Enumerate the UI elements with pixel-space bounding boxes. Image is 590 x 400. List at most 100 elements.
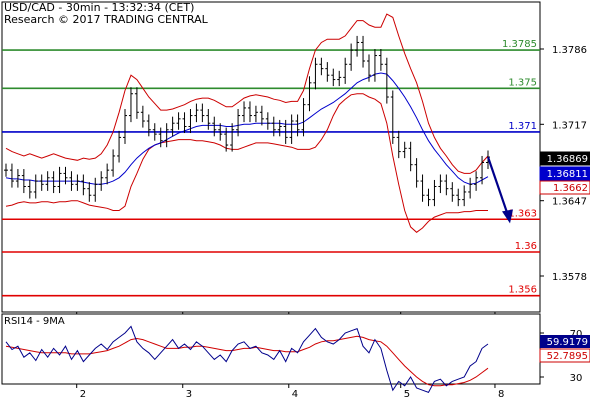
forecast-arrow-line <box>486 156 510 216</box>
price-bar <box>426 188 431 207</box>
price-bar <box>230 123 235 152</box>
price-bar <box>33 174 38 199</box>
price-bar <box>378 49 383 71</box>
price-bar <box>140 105 145 128</box>
price-bar <box>372 49 377 82</box>
price-bar <box>289 114 294 144</box>
price-bar <box>200 103 205 123</box>
rsi-tick-label-0: 70 <box>570 329 583 340</box>
x-tick-label-0: 2 <box>80 389 86 400</box>
price-bar <box>319 57 324 76</box>
price-bar <box>283 119 288 144</box>
price-bar <box>325 62 330 82</box>
bollinger-band-2 <box>5 93 488 233</box>
price-bar <box>27 179 32 199</box>
price-bar <box>331 68 336 87</box>
price-bar <box>111 149 116 177</box>
level-label-0: 1.3785 <box>502 39 537 50</box>
price-bar <box>87 182 92 202</box>
level-label-5: 1.356 <box>508 285 537 296</box>
x-tick-label-1: 3 <box>186 389 192 400</box>
price-bar <box>414 158 419 188</box>
price-bar <box>152 123 157 141</box>
price-bar <box>123 109 128 144</box>
price-bar <box>51 171 56 194</box>
price-bar <box>93 177 98 202</box>
price-bar <box>361 35 366 68</box>
price-bar <box>170 116 175 137</box>
price-bar <box>247 101 252 123</box>
price-bar <box>105 163 110 185</box>
level-label-2: 1.371 <box>508 121 537 132</box>
price-bar <box>420 174 425 202</box>
rsi-title: RSI14 - 9MA <box>4 316 65 327</box>
rsi-value-label: 59.9179 <box>547 337 588 348</box>
price-bar <box>236 109 241 137</box>
rsi-panel-frame <box>1 313 541 385</box>
level-label-4: 1.36 <box>515 241 537 252</box>
price-bar <box>408 141 413 172</box>
price-tag-box <box>539 151 590 166</box>
price-bar <box>146 114 151 137</box>
price-bar <box>277 119 282 137</box>
rsi-line <box>5 325 489 394</box>
price-bar <box>117 130 122 163</box>
price-series <box>4 13 513 233</box>
x-tick-label-3: 5 <box>404 389 410 400</box>
price-tag-bollinger: 1.3662 <box>539 180 590 195</box>
price-bar <box>182 112 187 134</box>
price-bar <box>349 43 354 71</box>
price-bar <box>313 57 318 90</box>
price-bar <box>271 116 276 137</box>
x-tick-label-2: 4 <box>292 389 298 400</box>
price-bar <box>128 87 133 123</box>
x-tick-label-4: 8 <box>498 389 504 400</box>
price-bar <box>212 116 217 137</box>
price-bar <box>259 105 264 126</box>
price-bar <box>57 166 62 194</box>
price-bar <box>301 98 306 137</box>
price-bar <box>15 169 20 188</box>
price-bar <box>9 163 14 188</box>
price-bar <box>206 109 211 130</box>
price-bar <box>343 57 348 84</box>
chart-title: USD/CAD - 30min - 13:32:34 (CET) <box>4 1 195 14</box>
price-bar <box>75 174 80 191</box>
rsi-value-box <box>540 335 590 348</box>
price-bar <box>194 103 199 123</box>
price-tag-moving_average: 1.36811 <box>539 166 590 181</box>
key-levels: 1.3785 1.375 1.371 1.363 1.36 1.356 <box>2 39 540 297</box>
price-tag-label: 1.36811 <box>547 169 588 180</box>
rsi-ma-value-tag: 52.7895 <box>539 348 590 363</box>
price-bar <box>474 171 479 191</box>
price-bar <box>134 87 139 119</box>
price-bar <box>307 76 312 112</box>
price-tag-box <box>539 166 590 181</box>
forecast-arrow-head <box>502 209 513 224</box>
rsi-ma-line <box>5 335 489 387</box>
axes: 1.3786 1.3717 1.3647 1.3578 1.36869 1.36811 1.… <box>76 45 590 400</box>
price-bar <box>242 101 247 123</box>
price-bar <box>39 174 44 191</box>
price-bar <box>164 123 169 148</box>
price-bar <box>462 185 467 207</box>
price-bar <box>438 174 443 194</box>
price-bar <box>456 188 461 207</box>
moving-average-line <box>5 72 489 185</box>
y-tick-label-1: 1.3717 <box>552 120 587 131</box>
price-bar <box>402 141 407 159</box>
price-bar <box>158 127 163 148</box>
price-bar <box>69 171 74 191</box>
y-tick-label-3: 1.3578 <box>552 272 587 283</box>
price-tag-price: 1.36869 <box>539 151 590 166</box>
price-bar <box>366 54 371 82</box>
bollinger-band-1 <box>5 13 489 174</box>
price-bar <box>63 166 68 185</box>
rsi-ma-value-label: 52.7895 <box>547 351 588 362</box>
price-bar <box>224 127 229 152</box>
price-bar <box>480 155 485 185</box>
price-bar <box>21 169 26 194</box>
price-bar <box>355 35 360 57</box>
